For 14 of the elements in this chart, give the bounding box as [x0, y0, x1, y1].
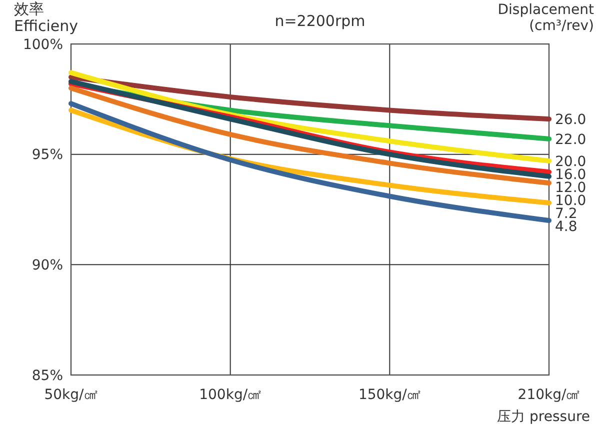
series-label: 22.0: [555, 132, 586, 148]
y-tick-label: 100%: [22, 36, 63, 53]
x-tick-label: 150kg/㎠: [358, 387, 421, 403]
x-tick-label: 50kg/㎠: [44, 387, 98, 403]
x-axis-title: 压力 pressure: [497, 409, 590, 425]
chart-title: n=2200rpm: [274, 12, 366, 30]
series-label: 26.0: [555, 112, 586, 128]
y-tick-label: 90%: [32, 258, 63, 274]
y-tick-label: 95%: [32, 147, 63, 164]
legend-title: Displacement (cm³/rev): [498, 2, 595, 34]
y-axis-title: 效率 Efficieny: [14, 0, 78, 35]
x-tick-label: 100kg/㎠: [199, 387, 262, 403]
y-tick-label: 85%: [32, 368, 63, 384]
x-tick-label: 210kg/㎠: [518, 387, 580, 403]
